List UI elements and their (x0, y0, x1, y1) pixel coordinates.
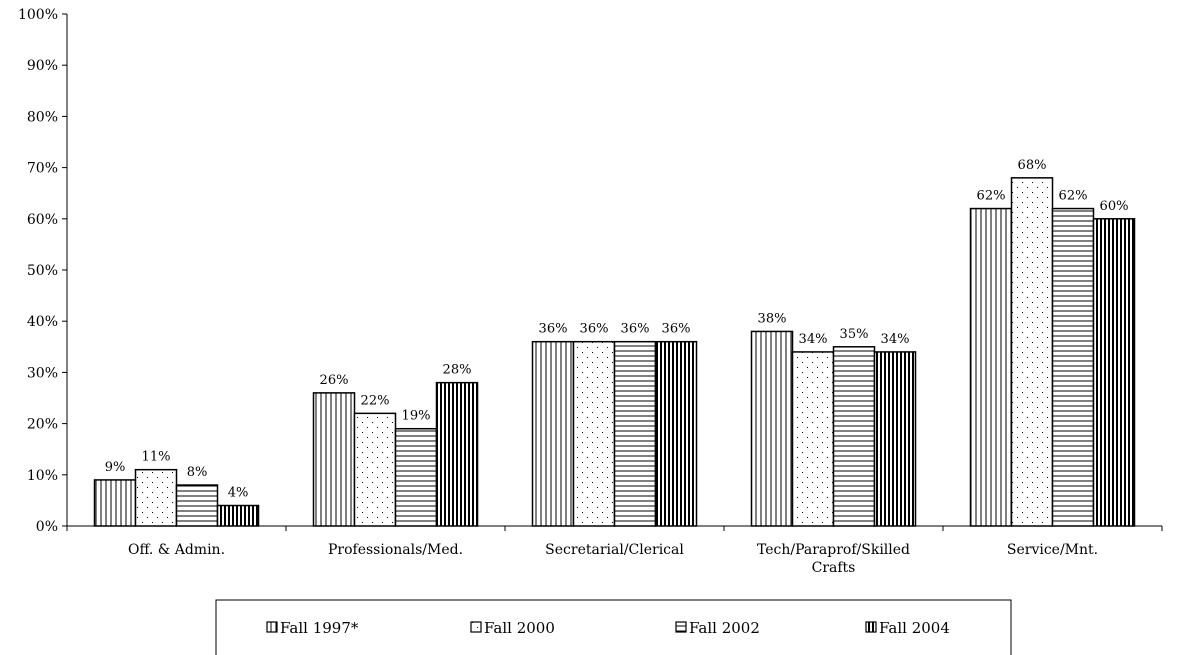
legend-label-fall-1997: Fall 1997* (280, 619, 359, 637)
legend-swatch-fall-2000 (470, 621, 482, 633)
x-category-label: Secretarial/Clerical (545, 542, 684, 558)
y-tick-label: 80% (27, 109, 58, 125)
data-label: 19% (402, 409, 431, 424)
bar-fall-2004-tech-paraprof-skilled-crafts (873, 351, 917, 527)
legend-swatch-fall-2002 (675, 621, 687, 633)
data-label: 62% (977, 189, 1006, 204)
data-label: 8% (187, 465, 208, 480)
axes: 0% 10% 20% 30% 40% 50% 60% 70% 80% 90% 100% (18, 7, 1163, 535)
legend-label-fall-2000: Fall 2000 (484, 619, 555, 637)
data-label: 26% (320, 373, 349, 388)
y-tick-label: 40% (27, 314, 58, 330)
y-tick-label: 20% (27, 417, 58, 433)
bar-fall-2004-professionals-med (435, 381, 479, 527)
bar-fall-2000-secretarial-clerical (572, 340, 616, 527)
legend-box (215, 599, 1012, 655)
legend-swatch-fall-1997 (266, 621, 278, 633)
data-label: 68% (1018, 158, 1047, 173)
x-category-label: Professionals/Med. (328, 542, 463, 558)
data-label: 34% (881, 332, 910, 347)
y-tick-label: 30% (27, 365, 58, 381)
legend-label-fall-2004: Fall 2004 (879, 619, 950, 637)
bar-fall-2004-secretarial-clerical (654, 340, 698, 527)
bar-fall-1997-secretarial-clerical (531, 340, 575, 527)
bar-fall-2000-service-mnt (1010, 177, 1054, 527)
bar-fall-2004-service-mnt (1092, 218, 1136, 527)
x-category-label: Tech/Paraprof/Skilled Crafts (757, 542, 910, 576)
data-label: 36% (662, 322, 691, 337)
labels-group: 9% 11% 8% 4% Off. & Admin. 26% 22% 19% 28% Profes… (105, 158, 1129, 576)
data-label: 38% (758, 311, 787, 326)
data-label: 22% (361, 393, 390, 408)
bar-fall-1997-off-admin (93, 479, 137, 527)
data-label: 62% (1059, 189, 1088, 204)
bar-fall-2002-professionals-med (394, 427, 438, 527)
bar-fall-2000-off-admin (134, 468, 178, 527)
bar-fall-2000-tech-paraprof-skilled-crafts (791, 351, 835, 527)
y-tick-label: 90% (27, 58, 58, 74)
x-category-label: Service/Mnt. (1007, 542, 1098, 558)
bars-group (93, 177, 1136, 527)
bar-fall-2000-professionals-med (353, 412, 397, 527)
bar-fall-2002-off-admin (175, 484, 219, 527)
bar-fall-2002-service-mnt (1051, 207, 1095, 527)
data-label: 28% (443, 363, 472, 378)
bar-fall-1997-professionals-med (312, 392, 356, 527)
y-tick-label: 10% (27, 468, 58, 484)
y-tick-label: 50% (27, 263, 58, 279)
data-label: 34% (799, 332, 828, 347)
bar-fall-2002-tech-paraprof-skilled-crafts (832, 346, 876, 527)
data-label: 36% (621, 322, 650, 337)
legend-label-fall-2002: Fall 2002 (689, 619, 760, 637)
y-tick-label: 70% (27, 161, 58, 177)
y-tick-label: 60% (27, 212, 58, 228)
bar-fall-1997-service-mnt (969, 207, 1013, 527)
y-tick-label: 100% (18, 7, 58, 23)
data-label: 35% (840, 327, 869, 342)
data-label: 36% (539, 322, 568, 337)
data-label: 9% (105, 460, 126, 475)
legend-swatch-fall-2004 (865, 621, 877, 633)
x-category-label: Off. & Admin. (128, 542, 225, 558)
legend: Fall 1997* Fall 2000 Fall 2002 Fall 2004 (215, 599, 1012, 655)
data-label: 36% (580, 322, 609, 337)
y-tick-label: 0% (36, 519, 58, 535)
bar-fall-2002-secretarial-clerical (613, 340, 657, 527)
bar-fall-1997-tech-paraprof-skilled-crafts (750, 330, 794, 527)
bar-fall-2004-off-admin (216, 504, 260, 527)
data-label: 60% (1100, 199, 1129, 214)
data-label: 4% (228, 486, 249, 501)
data-label: 11% (142, 450, 171, 465)
